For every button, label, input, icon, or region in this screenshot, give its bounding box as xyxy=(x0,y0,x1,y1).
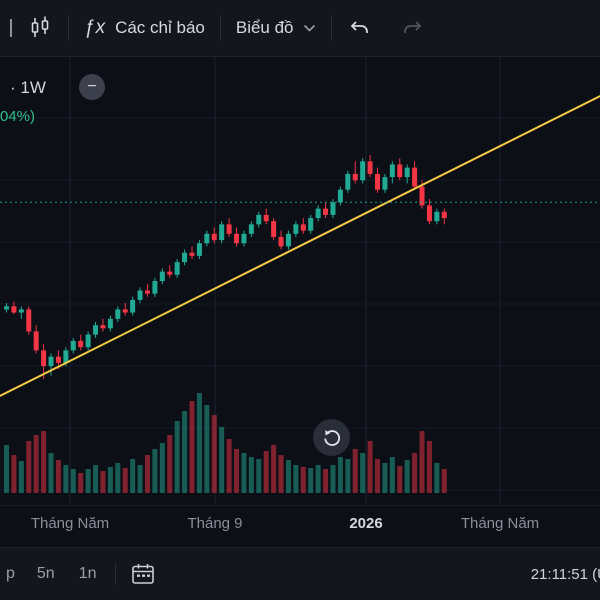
indicators-button[interactable]: ƒx Các chỉ báo xyxy=(69,0,220,56)
undo-button[interactable] xyxy=(332,0,386,56)
clipped-tool-icon[interactable] xyxy=(2,19,12,37)
legend-timeframe: · 1W xyxy=(10,78,46,97)
redo-button[interactable] xyxy=(386,0,440,56)
reload-icon xyxy=(323,429,340,446)
calendar-icon xyxy=(131,564,154,584)
range-button-1n[interactable]: 1n xyxy=(78,565,97,582)
axis-label: Tháng Năm xyxy=(460,515,540,532)
collapse-legend-button[interactable]: − xyxy=(79,74,105,100)
go-to-date-button[interactable] xyxy=(130,562,156,586)
time-axis[interactable]: Tháng Năm Tháng 9 2026 Tháng Năm xyxy=(0,505,600,549)
reload-chart-button[interactable] xyxy=(313,419,350,456)
bottom-toolbar: p 5n 1n 21:11:51 (U xyxy=(0,547,600,600)
redo-icon xyxy=(403,21,421,33)
candlestick-icon xyxy=(31,16,49,37)
chart-layout-button[interactable]: Biểu đồ xyxy=(221,0,331,56)
axis-label: Tháng 9 xyxy=(187,515,243,532)
bottom-bar-divider xyxy=(114,563,116,585)
price-change-text: 04%) xyxy=(0,108,36,125)
toolbar-divider xyxy=(68,15,69,41)
top-toolbar: ƒx Các chỉ báo Biểu đồ xyxy=(0,0,600,57)
axis-label: Tháng Năm xyxy=(30,515,110,532)
range-button-5n[interactable]: 5n xyxy=(36,565,55,582)
toolbar-divider xyxy=(330,15,332,41)
undo-icon xyxy=(350,21,368,33)
chevron-down-icon xyxy=(303,24,315,32)
fx-icon: ƒx xyxy=(84,17,107,38)
session-clock[interactable]: 21:11:51 (U xyxy=(530,565,600,583)
toolbar-divider xyxy=(219,15,221,41)
indicators-label: Các chỉ báo xyxy=(115,18,205,37)
candle-style-button[interactable] xyxy=(12,0,68,56)
axis-label: 2026 xyxy=(349,515,383,532)
range-button-clipped[interactable]: p xyxy=(6,565,15,582)
chart-layout-label: Biểu đồ xyxy=(235,18,294,37)
